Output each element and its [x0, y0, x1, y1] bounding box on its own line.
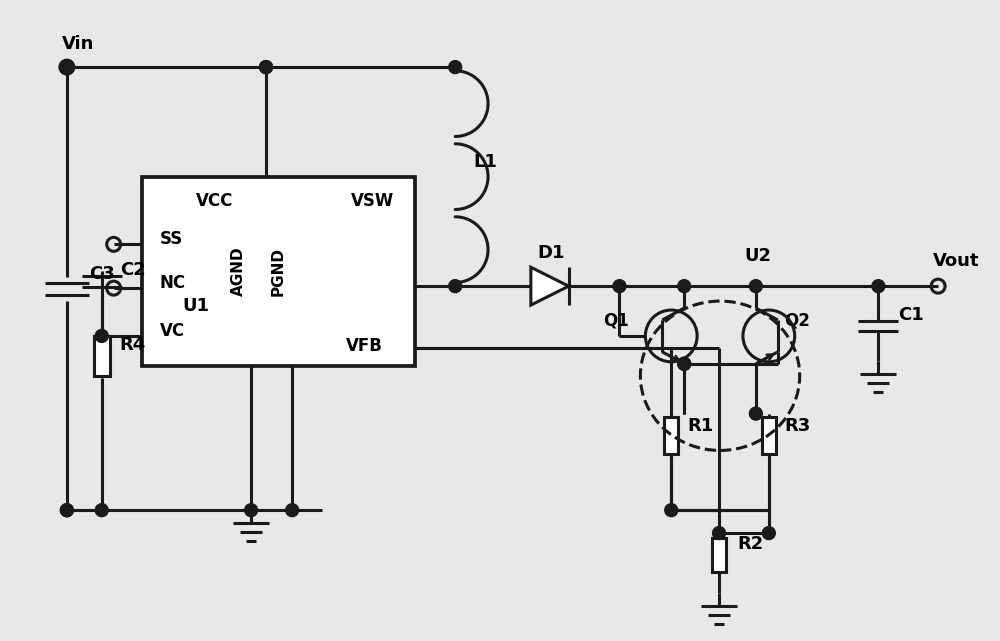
Text: SS: SS — [159, 230, 183, 248]
Text: Vout: Vout — [933, 253, 980, 271]
Text: PGND: PGND — [271, 247, 286, 296]
Bar — [712, 538, 726, 572]
Circle shape — [665, 504, 678, 517]
Circle shape — [260, 61, 272, 74]
Circle shape — [60, 504, 73, 517]
Circle shape — [749, 407, 762, 420]
Text: R3: R3 — [785, 417, 811, 435]
Text: VCC: VCC — [196, 192, 234, 210]
Text: C1: C1 — [898, 306, 924, 324]
Text: VSW: VSW — [351, 192, 394, 210]
Circle shape — [762, 527, 775, 540]
Circle shape — [260, 61, 272, 74]
Text: R1: R1 — [687, 417, 713, 435]
Circle shape — [872, 279, 885, 293]
Text: C2: C2 — [120, 261, 145, 279]
Text: U1: U1 — [183, 297, 210, 315]
Circle shape — [95, 329, 108, 342]
Circle shape — [749, 279, 762, 293]
Text: U2: U2 — [744, 247, 771, 265]
Text: VC: VC — [159, 322, 185, 340]
Circle shape — [286, 504, 299, 517]
Text: C3: C3 — [89, 265, 115, 283]
Bar — [664, 417, 678, 454]
Circle shape — [678, 279, 691, 293]
Circle shape — [95, 504, 108, 517]
Bar — [142, 177, 415, 366]
Circle shape — [245, 504, 258, 517]
Polygon shape — [531, 267, 569, 305]
Text: Q1: Q1 — [604, 312, 629, 330]
Circle shape — [449, 279, 462, 293]
Circle shape — [449, 61, 462, 74]
Text: R2: R2 — [737, 535, 763, 553]
Text: VFB: VFB — [346, 337, 383, 355]
Bar — [762, 417, 776, 454]
Circle shape — [60, 504, 73, 517]
Text: L1: L1 — [473, 153, 497, 171]
Text: Q2: Q2 — [784, 312, 810, 330]
Text: NC: NC — [159, 274, 186, 292]
Text: D1: D1 — [538, 244, 565, 262]
Circle shape — [678, 357, 691, 370]
Circle shape — [60, 61, 73, 74]
Circle shape — [678, 357, 691, 370]
Text: Vin: Vin — [62, 35, 94, 53]
Bar — [94, 336, 110, 376]
Text: AGND: AGND — [231, 246, 246, 296]
Circle shape — [613, 279, 626, 293]
Circle shape — [713, 527, 726, 540]
Text: R4: R4 — [120, 336, 146, 354]
